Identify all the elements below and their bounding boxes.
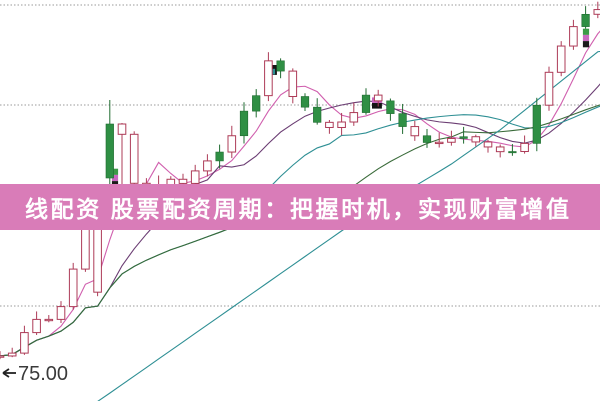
svg-text:75.00: 75.00 bbox=[18, 363, 68, 385]
